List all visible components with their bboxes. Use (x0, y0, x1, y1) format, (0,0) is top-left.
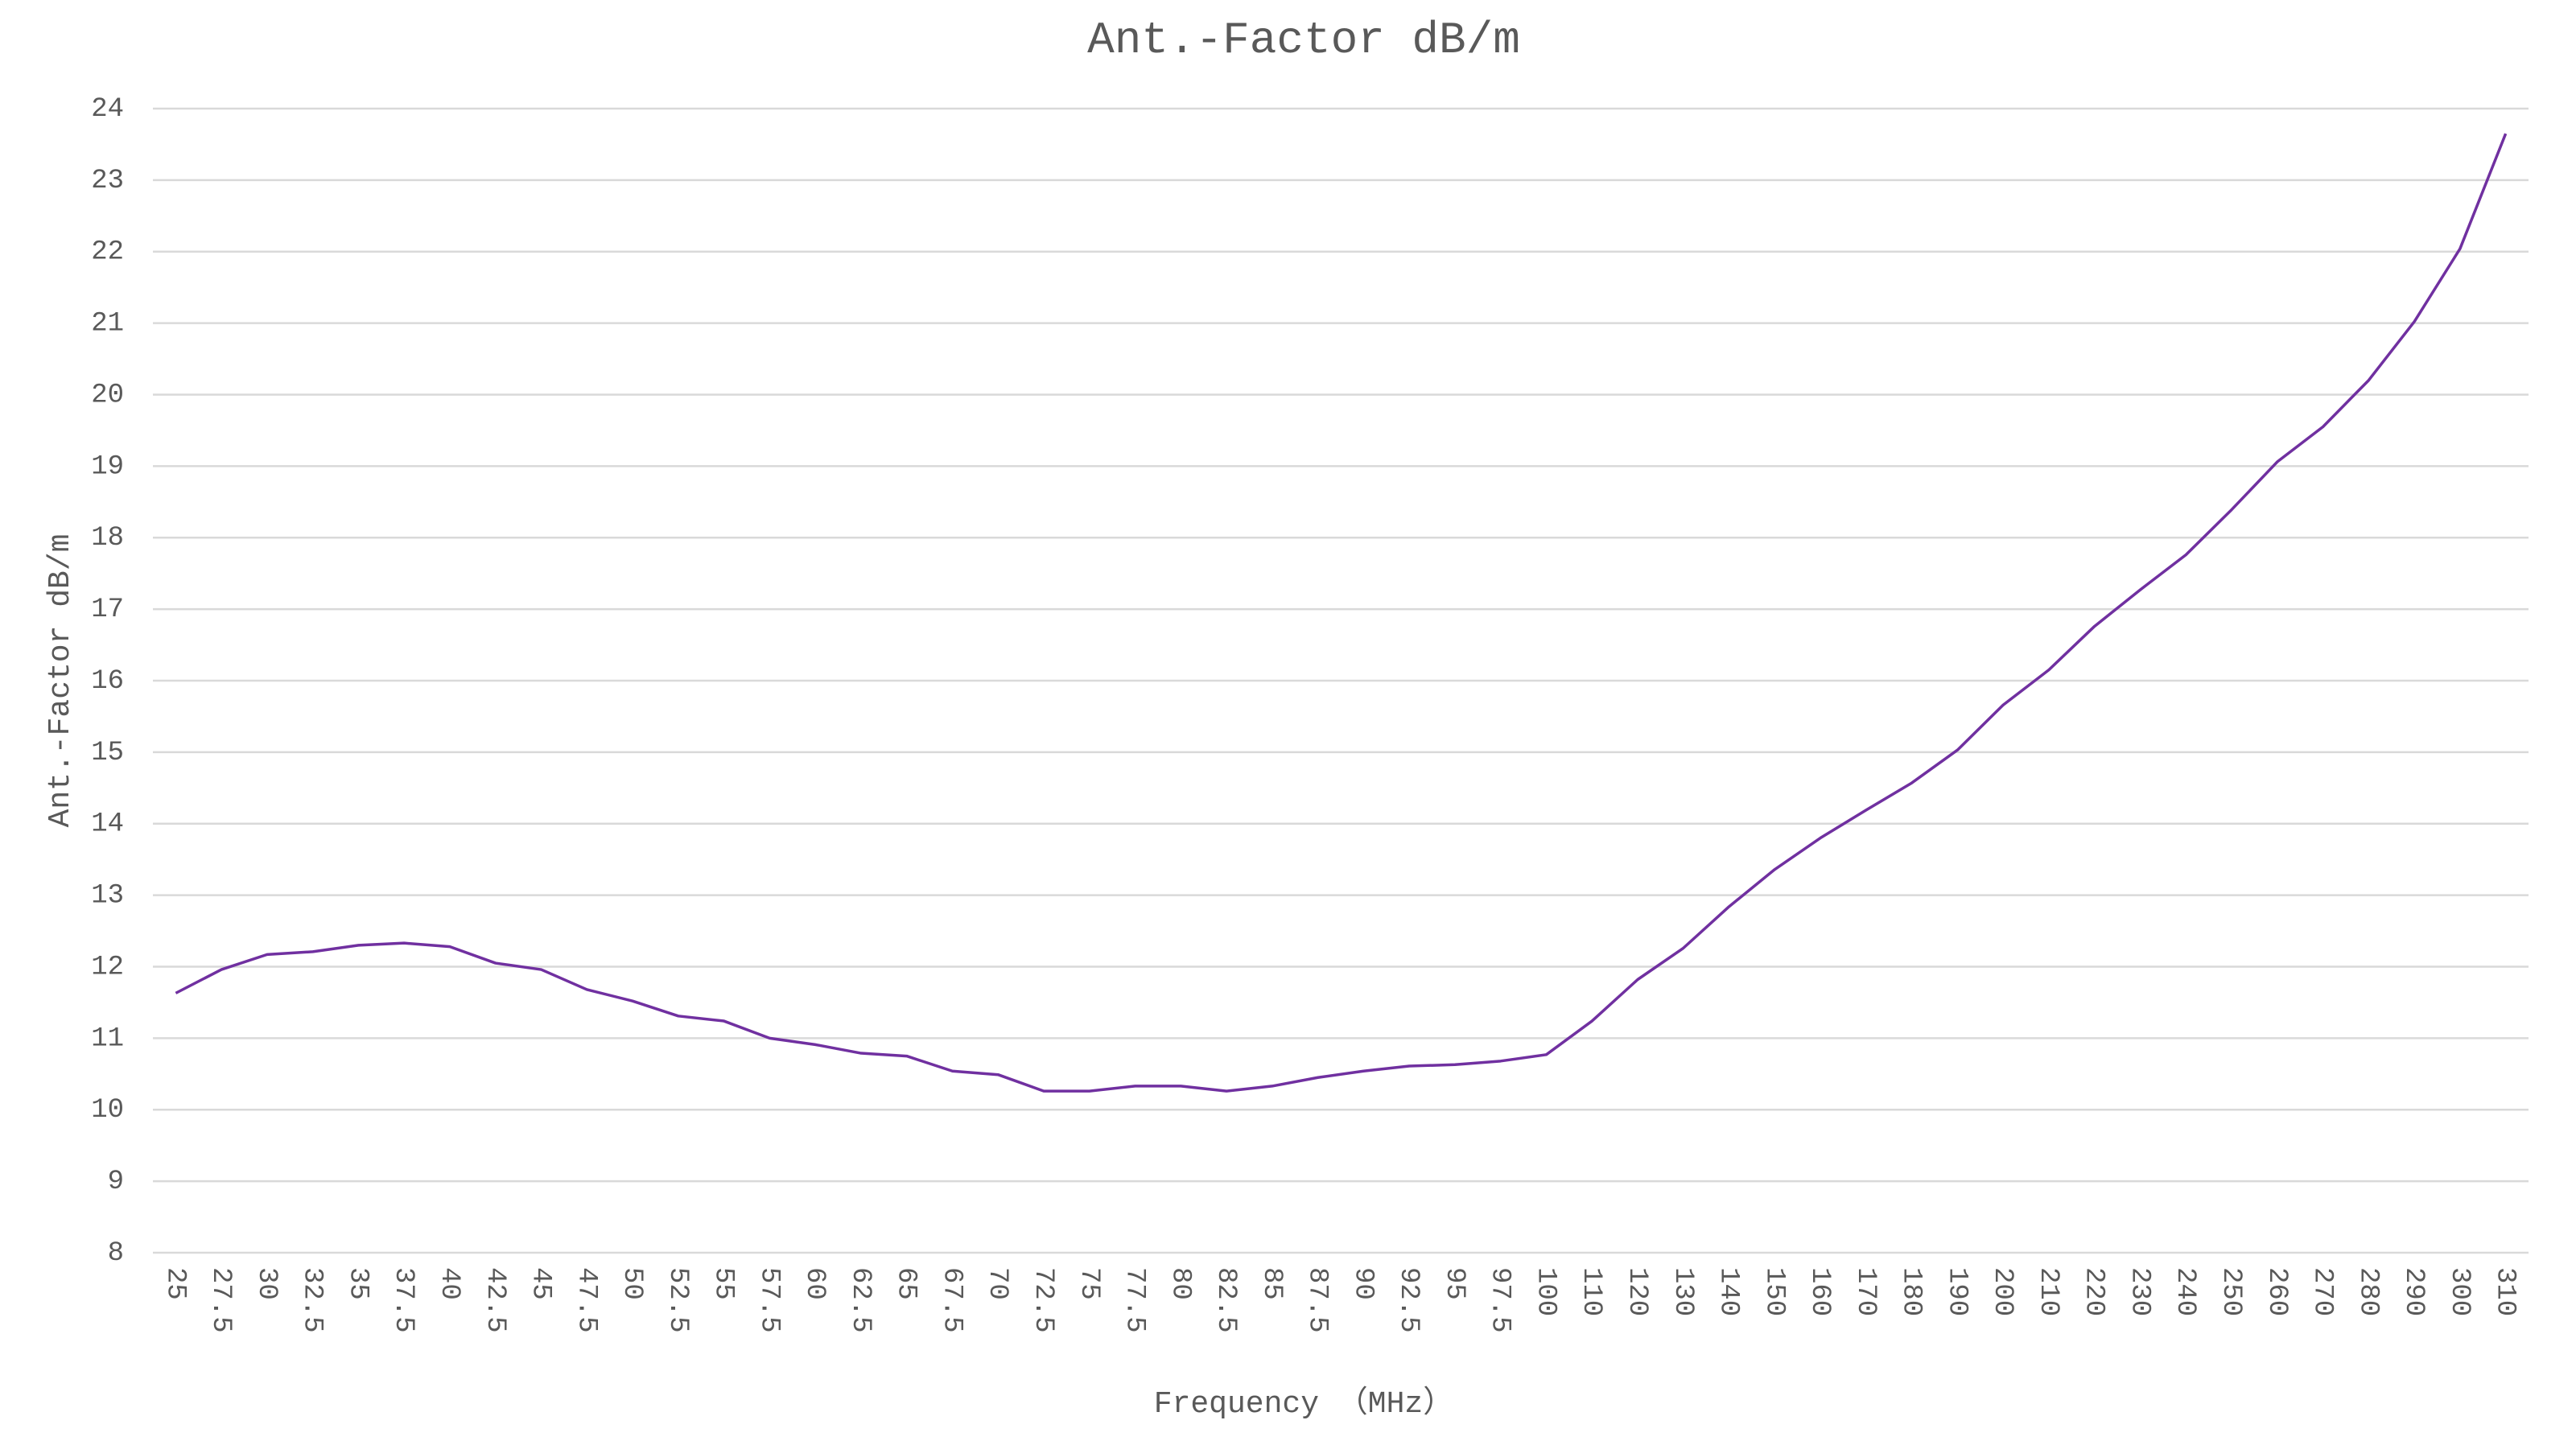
x-tick-label: 170 (1850, 1267, 1881, 1316)
x-tick-label: 87.5 (1302, 1267, 1333, 1333)
x-tick-label: 140 (1713, 1267, 1744, 1316)
y-tick-label: 14 (91, 809, 124, 840)
x-tick-label: 240 (2170, 1267, 2200, 1316)
y-tick-label: 17 (91, 595, 124, 625)
x-tick-label: 50 (616, 1267, 647, 1300)
x-tick-label: 45 (526, 1267, 556, 1300)
x-tick-label: 85 (1256, 1267, 1287, 1300)
x-tick-label: 67.5 (936, 1267, 967, 1333)
x-tick-label: 210 (2033, 1267, 2063, 1316)
x-tick-label: 52.5 (662, 1267, 693, 1333)
x-tick-label: 82.5 (1210, 1267, 1241, 1333)
x-tick-label: 120 (1622, 1267, 1652, 1316)
x-tick-label: 40 (434, 1267, 464, 1300)
y-tick-label: 18 (91, 523, 124, 554)
x-tick-label: 32.5 (297, 1267, 328, 1333)
x-tick-label: 260 (2261, 1267, 2292, 1316)
y-tick-label: 15 (91, 738, 124, 768)
x-tick-label: 70 (982, 1267, 1012, 1300)
x-tick-label: 95 (1439, 1267, 1469, 1300)
x-tick-label: 35 (342, 1267, 373, 1300)
y-tick-label: 22 (91, 237, 124, 268)
x-tick-label: 62.5 (845, 1267, 876, 1333)
y-tick-label: 13 (91, 881, 124, 912)
x-axis-title: Frequency （MHz） (1154, 1385, 1453, 1422)
y-tick-label: 11 (91, 1023, 124, 1054)
x-tick-label: 30 (251, 1267, 282, 1300)
x-tick-label: 80 (1164, 1267, 1195, 1300)
x-tick-label: 25 (159, 1267, 190, 1300)
y-tick-label: 9 (108, 1167, 124, 1197)
x-tick-label: 75 (1074, 1267, 1104, 1300)
x-tick-label: 92.5 (1393, 1267, 1424, 1333)
x-tick-label: 150 (1758, 1267, 1789, 1316)
x-tick-label: 57.5 (753, 1267, 784, 1333)
x-tick-label: 55 (708, 1267, 739, 1300)
y-tick-label: 24 (91, 94, 124, 125)
x-tick-label: 180 (1896, 1267, 1927, 1316)
x-tick-label: 27.5 (205, 1267, 236, 1333)
x-tick-label: 270 (2307, 1267, 2338, 1316)
x-tick-label: 250 (2215, 1267, 2246, 1316)
x-tick-label: 97.5 (1485, 1267, 1515, 1333)
x-tick-label: 290 (2398, 1267, 2429, 1316)
x-tick-label: 220 (2079, 1267, 2109, 1316)
y-tick-label: 16 (91, 666, 124, 697)
x-tick-label: 230 (2124, 1267, 2154, 1316)
x-tick-label: 65 (891, 1267, 921, 1300)
x-tick-label: 130 (1667, 1267, 1698, 1316)
x-tick-label: 190 (1941, 1267, 1972, 1316)
x-tick-label: 300 (2444, 1267, 2475, 1316)
x-tick-label: 42.5 (480, 1267, 510, 1333)
y-tick-label: 10 (91, 1095, 124, 1126)
x-tick-label: 100 (1530, 1267, 1560, 1316)
y-tick-label: 21 (91, 309, 124, 340)
x-tick-label: 72.5 (1028, 1267, 1058, 1333)
x-tick-label: 47.5 (571, 1267, 601, 1333)
x-tick-label: 110 (1576, 1267, 1606, 1316)
y-tick-label: 20 (91, 380, 124, 410)
x-tick-label: 77.5 (1119, 1267, 1150, 1333)
x-tick-label: 37.5 (388, 1267, 418, 1333)
y-tick-label: 23 (91, 166, 124, 196)
x-tick-label: 160 (1804, 1267, 1835, 1316)
y-tick-label: 8 (108, 1238, 124, 1269)
y-tick-label: 19 (91, 451, 124, 482)
x-tick-label: 310 (2490, 1267, 2520, 1316)
chart-title: Ant.-Factor dB/m (1087, 14, 1520, 66)
x-tick-label: 200 (1987, 1267, 2018, 1316)
y-axis-title: Ant.-Factor dB/m (43, 534, 78, 828)
y-tick-label: 12 (91, 952, 124, 982)
x-tick-label: 280 (2352, 1267, 2383, 1316)
data-line (175, 133, 2508, 1093)
x-tick-label: 90 (1347, 1267, 1378, 1300)
x-tick-label: 60 (799, 1267, 830, 1300)
